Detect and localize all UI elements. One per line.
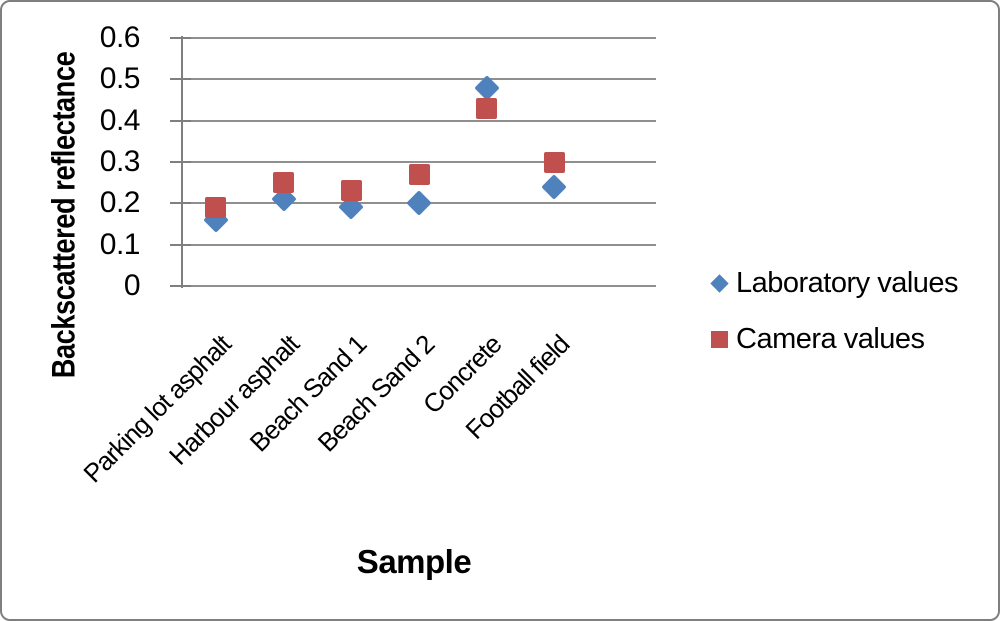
legend-marker-box — [708, 266, 730, 300]
legend-label-laboratory-values: Laboratory values — [736, 267, 959, 299]
y-tick-mark — [170, 37, 191, 39]
data-point-camera-values — [205, 196, 227, 218]
data-point-camera-values — [408, 163, 430, 185]
y-axis-title: Backscattered reflectance — [45, 51, 82, 379]
y-tick-mark — [170, 202, 191, 205]
data-point-camera-values — [543, 151, 565, 173]
y-tick-label: 0.2 — [99, 186, 141, 220]
legend-entry-camera-values: Camera values — [708, 322, 925, 356]
y-tick-label: 0 — [123, 269, 141, 302]
y-tick-label: 0.1 — [99, 227, 141, 261]
y-tick-mark — [170, 119, 191, 122]
gridline — [183, 243, 656, 246]
gridline — [183, 78, 656, 81]
y-tick-label: 0.5 — [99, 62, 141, 96]
square-icon — [710, 330, 728, 348]
gridline — [183, 285, 656, 287]
gridline — [183, 161, 656, 163]
y-axis-line — [181, 36, 183, 288]
y-tick-mark — [170, 78, 191, 81]
data-point-camera-values — [476, 97, 498, 119]
diamond-icon — [709, 273, 729, 293]
data-point-laboratory-values — [541, 174, 568, 200]
data-point-laboratory-values — [406, 190, 432, 217]
gridline — [183, 37, 656, 39]
data-point-camera-values — [273, 172, 295, 194]
y-tick-label: 0.6 — [99, 21, 141, 54]
y-tick-mark — [170, 243, 191, 246]
y-tick-label: 0.3 — [99, 145, 141, 178]
legend-marker-box — [708, 322, 730, 356]
gridline — [183, 119, 656, 122]
y-tick-mark — [170, 285, 191, 287]
legend-label-camera-values: Camera values — [736, 323, 925, 355]
legend-entry-laboratory-values: Laboratory values — [708, 266, 959, 300]
y-tick-label: 0.4 — [99, 103, 141, 137]
data-point-camera-values — [340, 180, 362, 202]
x-axis-title: Sample — [356, 543, 472, 580]
y-tick-mark — [170, 161, 191, 163]
